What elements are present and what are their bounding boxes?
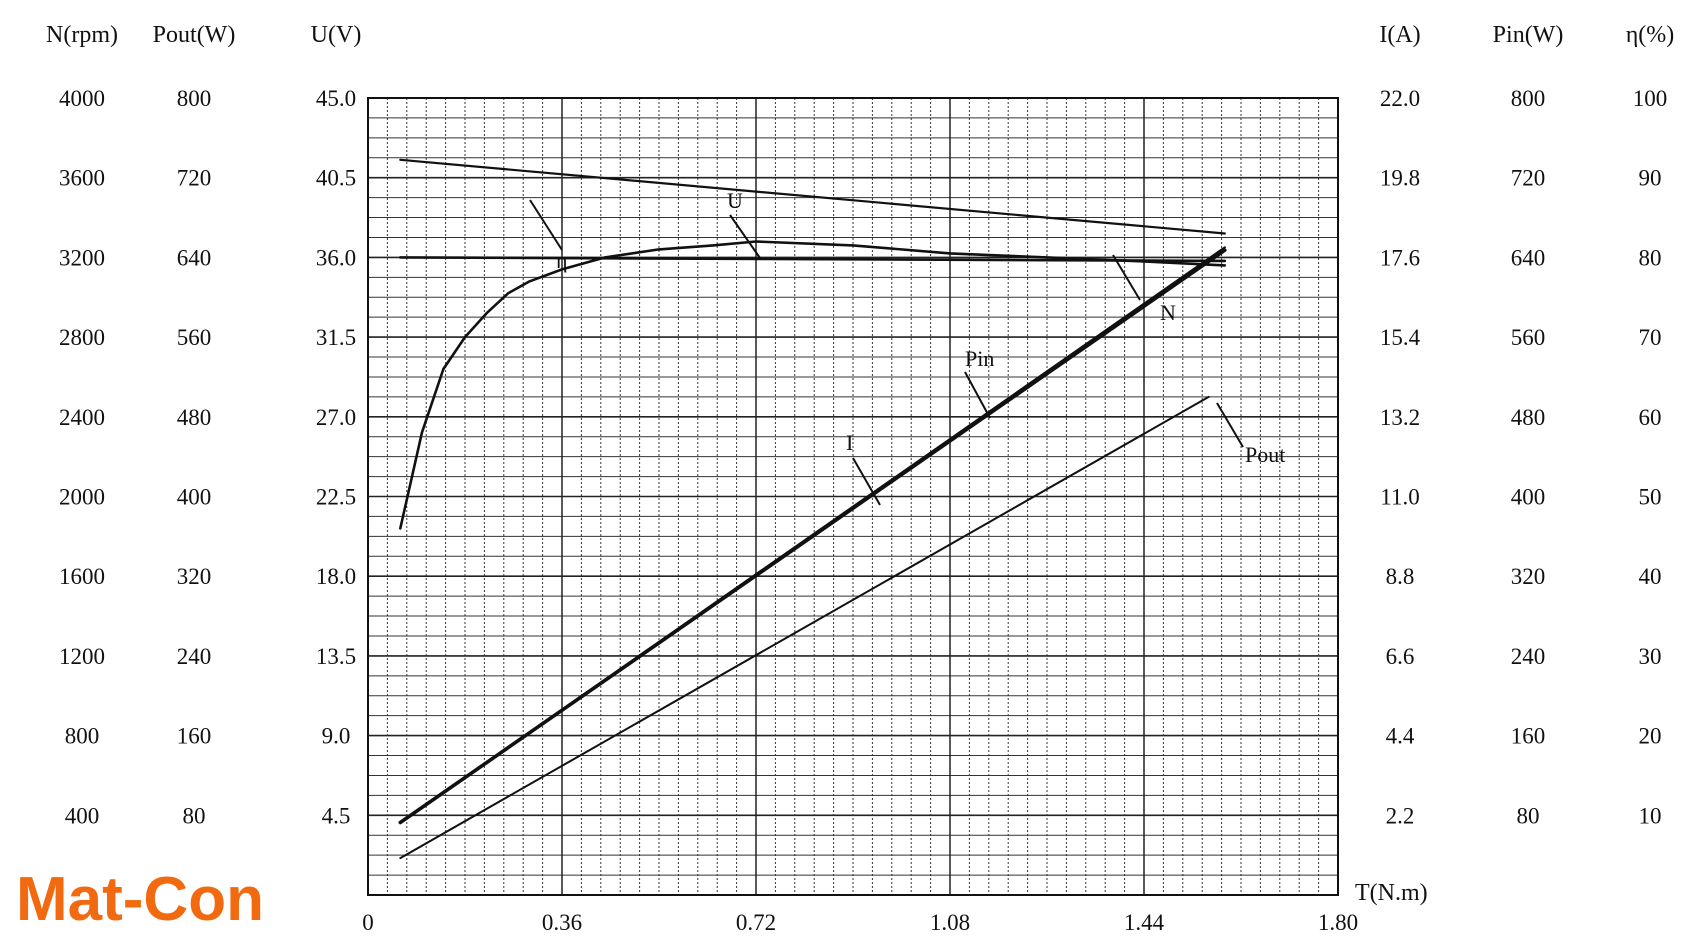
x-tick-label: 1.80	[1318, 910, 1358, 935]
x-tick-label: 0.72	[736, 910, 776, 935]
tick-label-pout: 400	[177, 485, 212, 510]
curve-label-pout: Pout	[1245, 442, 1285, 467]
tick-label-eta: 30	[1639, 644, 1662, 669]
tick-label-pout: 800	[177, 86, 212, 111]
tick-label-i: 22.0	[1380, 86, 1420, 111]
leader-i	[852, 457, 881, 506]
plot-frame	[367, 97, 1339, 896]
tick-label-i: 8.8	[1386, 564, 1415, 589]
tick-label-n: 800	[65, 724, 100, 749]
leader-pin	[964, 371, 991, 419]
axis-title-pout: Pout(W)	[153, 22, 236, 48]
axis-title-u: U(V)	[311, 22, 362, 48]
axis-title-eta: η(%)	[1626, 22, 1675, 48]
tick-label-pout: 80	[183, 803, 206, 828]
curve-label-pin: Pin	[965, 346, 994, 371]
tick-label-u: 4.5	[322, 803, 351, 828]
tick-label-pin: 320	[1511, 564, 1546, 589]
tick-label-u: 13.5	[316, 644, 356, 669]
axis-title-pin: Pin(W)	[1493, 22, 1564, 48]
tick-label-u: 31.5	[316, 325, 356, 350]
tick-label-n: 3200	[59, 245, 105, 270]
tick-label-pin: 480	[1511, 405, 1546, 430]
tick-label-u: 40.5	[316, 166, 356, 191]
tick-label-n: 2000	[59, 485, 105, 510]
x-tick-label: 0.36	[542, 910, 582, 935]
series-i-line	[398, 248, 1227, 825]
tick-label-i: 11.0	[1380, 485, 1419, 510]
tick-label-pin: 560	[1511, 325, 1546, 350]
tick-label-i: 15.4	[1380, 325, 1421, 350]
leader-n	[1112, 254, 1141, 301]
plot-grid	[367, 97, 1339, 896]
series-pout-line	[399, 395, 1210, 860]
tick-label-pin: 720	[1511, 166, 1546, 191]
tick-label-pout: 320	[177, 564, 212, 589]
curves	[398, 158, 1227, 860]
tick-label-n: 2400	[59, 405, 105, 430]
curve-label-eta: η	[556, 248, 568, 273]
tick-label-pin: 80	[1517, 803, 1540, 828]
tick-label-eta: 80	[1639, 245, 1662, 270]
tick-label-eta: 90	[1639, 166, 1662, 191]
brand-logo-text: Mat-Con	[16, 865, 264, 934]
tick-label-pin: 800	[1511, 86, 1546, 111]
tick-label-pin: 400	[1511, 485, 1546, 510]
tick-label-eta: 100	[1633, 86, 1668, 111]
x-tick-label: 1.08	[930, 910, 970, 935]
tick-label-n: 400	[65, 803, 100, 828]
leader-eta	[529, 199, 563, 251]
tick-label-u: 18.0	[316, 564, 356, 589]
tick-label-n: 3600	[59, 166, 105, 191]
tick-label-eta: 40	[1639, 564, 1662, 589]
tick-label-u: 27.0	[316, 405, 356, 430]
tick-label-pin: 640	[1511, 245, 1546, 270]
tick-label-pout: 240	[177, 644, 212, 669]
tick-label-eta: 60	[1639, 405, 1662, 430]
axis-title-i: I(A)	[1379, 22, 1420, 48]
tick-label-i: 13.2	[1380, 405, 1420, 430]
series-eta-line	[399, 240, 1227, 530]
x-tick-label: 0	[362, 910, 374, 935]
leader-u	[729, 214, 761, 259]
axis-title-n: N(rpm)	[46, 22, 118, 48]
tick-label-pout: 720	[177, 166, 212, 191]
x-axis-title: T(N.m)	[1355, 880, 1428, 906]
tick-label-u: 36.0	[316, 245, 356, 270]
tick-label-pout: 160	[177, 724, 212, 749]
tick-label-i: 17.6	[1380, 245, 1420, 270]
tick-label-eta: 50	[1639, 485, 1662, 510]
tick-label-n: 1200	[59, 644, 105, 669]
tick-label-pin: 160	[1511, 724, 1546, 749]
tick-label-pout: 560	[177, 325, 212, 350]
x-tick-label: 1.44	[1124, 910, 1165, 935]
tick-label-u: 9.0	[322, 724, 351, 749]
tick-label-n: 1600	[59, 564, 105, 589]
tick-label-i: 2.2	[1386, 803, 1415, 828]
tick-label-u: 45.0	[316, 86, 356, 111]
curve-label-i: I	[846, 430, 853, 455]
tick-label-i: 4.4	[1386, 724, 1415, 749]
leader-pout	[1216, 402, 1244, 448]
curve-label-n: N	[1160, 300, 1176, 325]
tick-label-n: 4000	[59, 86, 105, 111]
tick-label-i: 19.8	[1380, 166, 1420, 191]
tick-label-n: 2800	[59, 325, 105, 350]
tick-label-pout: 640	[177, 245, 212, 270]
tick-label-eta: 70	[1639, 325, 1662, 350]
tick-label-eta: 10	[1639, 803, 1662, 828]
tick-label-u: 22.5	[316, 485, 356, 510]
tick-label-pin: 240	[1511, 644, 1546, 669]
tick-label-pout: 480	[177, 405, 212, 430]
tick-label-eta: 20	[1639, 724, 1662, 749]
tick-label-i: 6.6	[1386, 644, 1415, 669]
curve-leaders	[529, 199, 1244, 506]
series-n-line	[399, 158, 1226, 235]
curve-label-u: U	[727, 188, 743, 213]
